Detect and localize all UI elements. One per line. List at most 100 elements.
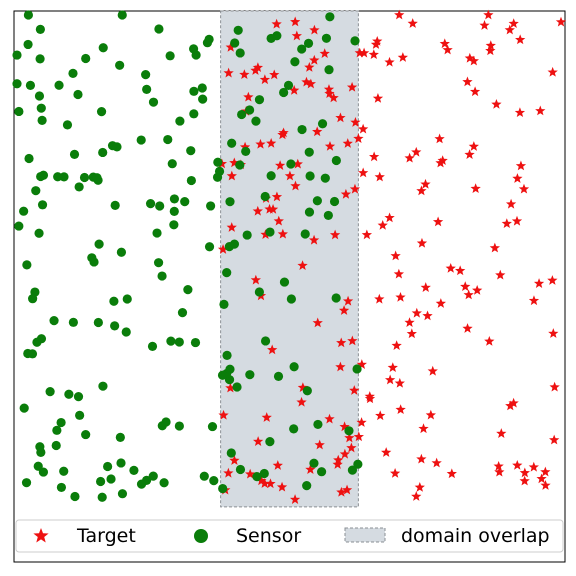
sensor-point <box>14 106 24 117</box>
sensor-point <box>212 172 223 182</box>
sensor-point <box>81 429 91 440</box>
sensor-point <box>12 79 22 89</box>
target-point <box>267 344 278 355</box>
sensor-point <box>325 12 335 22</box>
sensor-point <box>279 277 290 287</box>
target-point <box>226 222 237 232</box>
sensor-point <box>110 200 120 210</box>
target-point <box>431 457 442 468</box>
sensor-point <box>94 239 104 249</box>
sensor-point <box>251 116 261 126</box>
target-point <box>339 448 351 459</box>
target-point <box>347 335 358 346</box>
sensor-point <box>161 417 171 427</box>
target-point <box>297 382 309 393</box>
sensor-point <box>177 307 188 318</box>
sensor-point <box>353 459 363 469</box>
target-point <box>493 460 504 471</box>
legend-label-domain-overlap: domain overlap <box>401 525 550 547</box>
sensor-point <box>350 36 360 46</box>
target-point <box>484 335 495 346</box>
target-point <box>290 180 301 191</box>
target-point <box>284 170 296 181</box>
target-point <box>217 244 229 254</box>
sensor-point <box>313 419 323 430</box>
sensor-point <box>237 109 247 120</box>
target-point <box>333 454 344 465</box>
target-point <box>393 268 404 279</box>
target-point <box>342 138 353 148</box>
sensor-point <box>64 389 74 399</box>
star-icon <box>33 528 49 543</box>
target-point <box>301 76 312 87</box>
sensor-point <box>147 341 158 351</box>
sensor-point <box>188 44 199 54</box>
target-point <box>223 67 234 78</box>
target-point <box>369 151 380 162</box>
sensor-point <box>169 194 180 204</box>
target-point <box>485 40 496 50</box>
target-point <box>375 410 386 421</box>
target-point <box>508 397 519 408</box>
sensor-point <box>329 196 340 207</box>
sensor-point <box>110 321 120 331</box>
sensor-point <box>312 196 322 206</box>
sensor-point <box>245 370 255 380</box>
target-point <box>495 269 506 280</box>
target-point <box>319 48 330 58</box>
target-point <box>304 62 315 72</box>
target-point <box>437 155 448 165</box>
sensor-point <box>252 472 262 482</box>
sensor-point <box>34 91 45 101</box>
target-point <box>422 310 433 321</box>
target-point <box>540 466 551 477</box>
sensor-point <box>303 38 314 49</box>
sensor-point <box>109 296 119 306</box>
sensor-point <box>98 43 108 53</box>
target-point <box>547 66 558 77</box>
target-point <box>252 62 264 72</box>
sensor-point <box>190 337 201 348</box>
sensor-point <box>219 299 229 309</box>
target-point <box>549 434 560 445</box>
sensor-point <box>305 171 315 181</box>
target-point <box>483 9 494 20</box>
sensor-point <box>38 467 49 477</box>
target-point <box>372 93 384 103</box>
target-point <box>381 447 392 457</box>
sensor-point <box>136 479 147 489</box>
sensor-point <box>69 149 80 159</box>
target-point <box>328 92 339 103</box>
sensor-point <box>68 317 78 327</box>
target-point <box>250 65 261 75</box>
target-point <box>259 478 270 488</box>
sensor-point <box>209 476 219 486</box>
target-point <box>339 421 350 432</box>
sensor-point <box>153 258 164 268</box>
target-point <box>414 482 425 492</box>
target-point <box>305 464 316 474</box>
target-point <box>357 123 369 134</box>
sensor-point <box>129 465 139 475</box>
target-point <box>271 191 283 202</box>
target-point <box>243 91 254 102</box>
sensor-point <box>93 317 103 328</box>
target-point <box>512 173 523 183</box>
sensor-point <box>23 10 34 20</box>
target-point <box>358 167 369 178</box>
sensor-point <box>169 220 179 230</box>
target-point <box>384 56 395 67</box>
target-point <box>372 35 383 46</box>
target-point <box>514 107 526 118</box>
target-point <box>464 149 475 159</box>
target-point <box>229 455 240 465</box>
sensor-point <box>141 70 151 80</box>
sensor-point <box>35 24 45 34</box>
sensor-point <box>62 120 73 130</box>
target-point <box>496 428 507 438</box>
sensor-point <box>347 465 358 475</box>
sensor-point <box>96 107 107 117</box>
sensor-point <box>289 362 299 372</box>
sensor-point <box>309 458 319 468</box>
sensor-point <box>230 38 240 48</box>
